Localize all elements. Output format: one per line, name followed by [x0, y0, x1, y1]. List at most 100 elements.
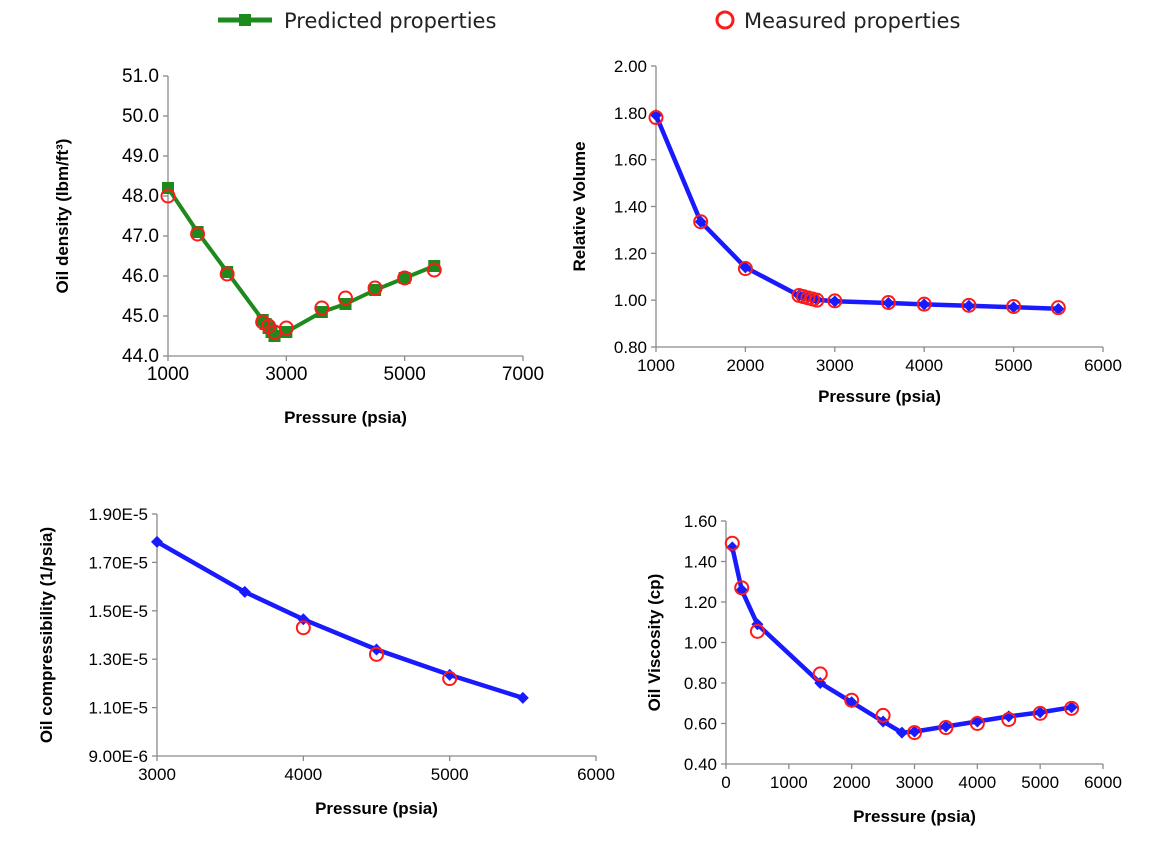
x-tick-label: 5000 — [1021, 773, 1059, 792]
measured-point — [278, 320, 294, 336]
y-tick-label: 51.0 — [122, 66, 159, 87]
measured-point — [369, 646, 384, 662]
y-tick-label: 0.80 — [614, 338, 647, 357]
x-axis-title: Pressure (psia) — [853, 807, 976, 826]
predicted-point — [268, 330, 281, 342]
y-tick-label: 1.90E-5 — [88, 505, 148, 524]
predicted-point — [398, 272, 411, 284]
y-tick-label: 45.0 — [122, 306, 159, 327]
y-tick-label: 1.80 — [614, 104, 647, 123]
y-tick-label: 1.30E-5 — [88, 650, 148, 669]
measured-point — [1050, 300, 1066, 316]
measured-point — [367, 280, 383, 296]
chart-4: 0.40 0.60 0.80 1.00 1.20 1.40 1.60 0 1000 2000 300… — [645, 512, 1122, 826]
measured-point — [809, 292, 825, 308]
y-tick-label: 1.00 — [614, 291, 647, 310]
x-tick-label: 7000 — [502, 364, 544, 385]
measured-point — [734, 580, 750, 596]
predicted-point — [280, 326, 293, 338]
measured-point — [961, 297, 977, 313]
y-tick-label: 0.40 — [684, 755, 717, 774]
y-tick-label: 47.0 — [122, 226, 159, 247]
measured-point — [880, 295, 896, 311]
measured-point — [442, 671, 458, 687]
predicted-point — [1052, 302, 1065, 315]
predicted-series-line — [730, 546, 1072, 735]
x-tick-label: 6000 — [1084, 356, 1122, 375]
x-tick-label: 0 — [721, 773, 730, 792]
measured-point — [1032, 705, 1048, 721]
x-tick-label: 3000 — [138, 765, 176, 784]
predicted-point — [151, 535, 163, 548]
x-tick-label: 3000 — [896, 773, 934, 792]
x-tick-label: 3000 — [816, 356, 854, 375]
measured-point — [875, 707, 891, 723]
measured-point — [295, 620, 311, 636]
y-tick-label: 48.0 — [122, 186, 159, 207]
predicted-point — [370, 643, 383, 656]
measured-point — [314, 300, 330, 316]
legend-measured-marker — [715, 10, 735, 30]
x-axis-title: Pressure (psia) — [818, 387, 941, 406]
x-tick-label: 1000 — [637, 356, 675, 375]
y-tick-label: 1.50E-5 — [88, 602, 148, 621]
y-tick-label: 1.00 — [684, 634, 717, 653]
x-tick-label: 3000 — [265, 364, 307, 385]
y-axis-title: Oil Viscosity (cp) — [645, 574, 664, 712]
legend-predicted-label: Predicted properties — [284, 9, 496, 33]
predicted-point — [315, 306, 328, 318]
measured-point — [827, 293, 843, 309]
legend-measured-label: Measured properties — [744, 9, 960, 33]
y-tick-label: 2.00 — [614, 57, 647, 76]
y-tick-label: 1.20 — [684, 593, 717, 612]
predicted-point — [962, 299, 975, 312]
predicted-point — [1065, 701, 1078, 714]
x-tick-label: 2000 — [726, 356, 764, 375]
predicted-point — [908, 725, 921, 738]
y-tick-label: 1.60 — [684, 512, 717, 531]
chart-2: 0.80 1.00 1.20 1.40 1.60 1.80 2.00 1000 2000 3000… — [570, 57, 1122, 406]
predicted-point — [739, 261, 752, 274]
y-axis-title: Oil density (lbm/ft³) — [53, 139, 72, 294]
y-tick-label: 46.0 — [122, 266, 159, 287]
measured-point — [190, 226, 206, 242]
y-tick-label: 0.60 — [684, 715, 717, 734]
y-tick-label: 44.0 — [122, 346, 159, 367]
y-tick-label: 50.0 — [122, 106, 159, 127]
x-axis-title: Pressure (psia) — [284, 408, 407, 427]
predicted-point — [918, 298, 931, 311]
x-tick-label: 2000 — [833, 773, 871, 792]
predicted-point — [1034, 706, 1047, 719]
measured-point — [812, 666, 828, 682]
y-tick-label: 9.00E-6 — [88, 747, 148, 766]
measured-point — [907, 725, 922, 741]
measured-point — [749, 623, 765, 639]
measured-point — [397, 270, 413, 286]
predicted-point — [1007, 301, 1020, 314]
charts: 44.0 45.0 46.0 47.0 48.0 49.0 50.0 51.0 1000 3000… — [37, 57, 1122, 826]
x-tick-label: 5000 — [384, 364, 426, 385]
measured-point — [648, 110, 664, 126]
measured-point — [938, 720, 954, 736]
x-tick-label: 1000 — [147, 364, 189, 385]
x-tick-label: 4000 — [905, 356, 943, 375]
measured-point — [916, 296, 932, 312]
legend: Predicted properties Measured properties — [218, 9, 960, 33]
x-tick-label: 1000 — [770, 773, 808, 792]
x-tick-label: 6000 — [1084, 773, 1122, 792]
measured-point — [969, 716, 985, 731]
legend-predicted-marker — [218, 14, 272, 26]
y-tick-label: 0.80 — [684, 674, 717, 693]
measured-point — [693, 214, 709, 230]
measured-point — [1006, 298, 1022, 314]
predicted-series-line — [166, 186, 436, 338]
measured-point — [160, 188, 176, 204]
x-tick-label: 5000 — [995, 356, 1033, 375]
predicted-point — [828, 295, 841, 308]
predicted-point — [694, 215, 707, 228]
y-axis-title: Relative Volume — [570, 141, 589, 271]
measured-point — [1064, 700, 1080, 716]
y-tick-label: 49.0 — [122, 146, 159, 167]
y-tick-label: 1.40 — [614, 198, 647, 217]
predicted-series-line — [653, 114, 1059, 312]
